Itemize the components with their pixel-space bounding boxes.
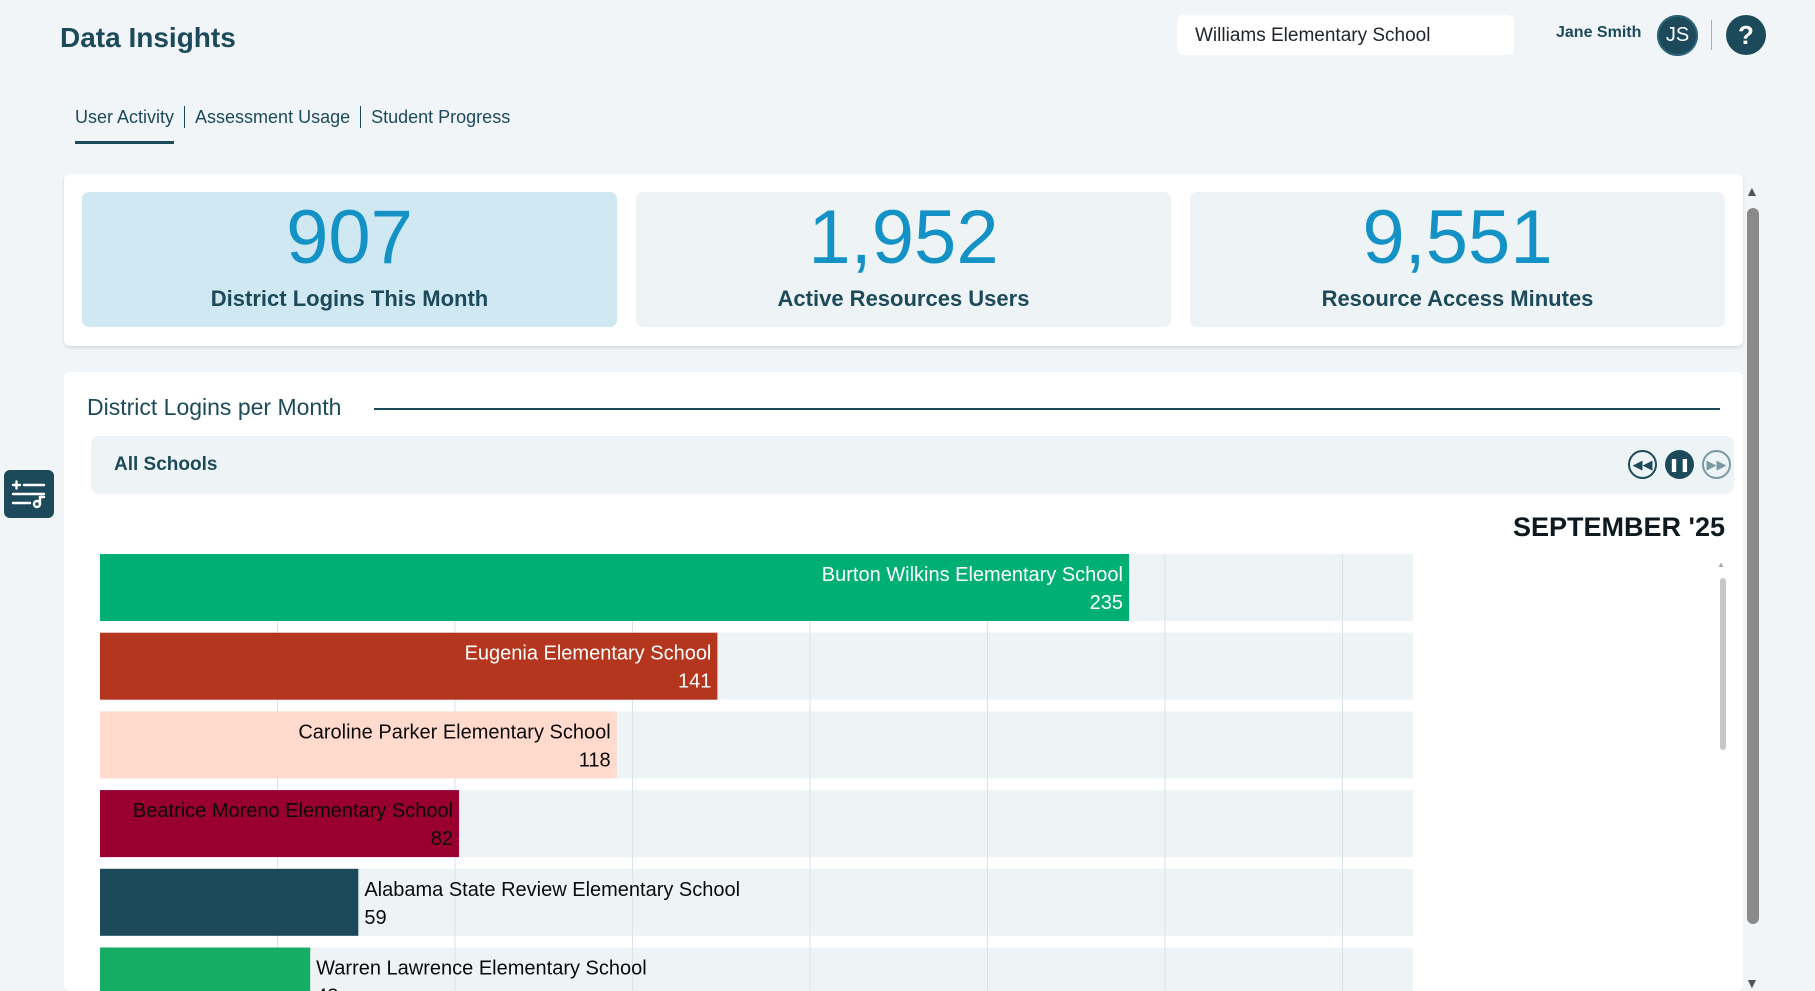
bar[interactable]: [100, 632, 718, 700]
chart-panel: District Logins per Month All Schools ◀◀…: [64, 372, 1743, 991]
tab-separator: [360, 106, 362, 128]
bar[interactable]: [100, 790, 460, 858]
tab-student-progress[interactable]: Student Progress: [371, 106, 511, 127]
chart-scroll-up-icon[interactable]: ▲: [1717, 560, 1725, 569]
bar-category-label: Caroline Parker Elementary School: [298, 721, 610, 743]
school-selector[interactable]: Williams Elementary School: [1177, 15, 1514, 55]
chart-title: District Logins per Month: [87, 394, 342, 420]
rewind-icon[interactable]: ◀◀: [1628, 450, 1657, 479]
bar-value-label: 141: [678, 671, 711, 693]
bar-value-label: 82: [431, 828, 453, 850]
chart-scrollbar[interactable]: [1720, 578, 1726, 750]
bar-value-label: 235: [1090, 592, 1123, 614]
bar-category-label: Beatrice Moreno Elementary School: [133, 800, 453, 822]
bar-category-label: Warren Lawrence Elementary School: [316, 958, 647, 980]
kpi-label: Active Resources Users: [777, 286, 1030, 311]
title-rule: [374, 408, 1720, 410]
page-scroll-up-icon[interactable]: ▲: [1745, 183, 1759, 199]
bar[interactable]: [100, 947, 311, 991]
filter-bar: All Schools ◀◀ ❚❚ ▶▶: [91, 436, 1734, 494]
kpi-card-district-logins[interactable]: 907 District Logins This Month: [82, 192, 617, 327]
bar[interactable]: [100, 868, 359, 936]
kpi-value: 907: [286, 195, 413, 280]
pause-icon[interactable]: ❚❚: [1665, 450, 1694, 479]
tab-separator: [184, 106, 186, 128]
bar-chart-svg: Burton Wilkins Elementary School 235 Eugen…: [100, 554, 1413, 991]
kpi-card-active-users[interactable]: 1,952 Active Resources Users: [636, 192, 1171, 327]
bar-category-label: Alabama State Review Elementary School: [364, 879, 740, 901]
page-title: Data Insights: [60, 22, 236, 53]
tab-bar: User Activity Assessment Usage Student P…: [75, 106, 510, 144]
bar-value-label: 59: [364, 907, 386, 929]
user-name[interactable]: Jane Smith: [1556, 24, 1642, 41]
bar[interactable]: [100, 711, 617, 779]
fast-forward-icon[interactable]: ▶▶: [1702, 450, 1731, 479]
bar-track: [100, 947, 1413, 991]
filter-settings-button[interactable]: [4, 470, 54, 518]
bar-category-label: Burton Wilkins Elementary School: [822, 564, 1123, 586]
avatar[interactable]: JS: [1657, 15, 1698, 56]
bar-value-label: 48: [316, 986, 338, 991]
period-label: SEPTEMBER '25: [1513, 512, 1725, 542]
kpi-card-access-minutes[interactable]: 9,551 Resource Access Minutes: [1190, 192, 1725, 327]
kpi-label: District Logins This Month: [210, 286, 489, 311]
bar-value-label: 118: [579, 749, 611, 771]
bar-category-label: Eugenia Elementary School: [465, 643, 712, 665]
help-button[interactable]: ?: [1726, 15, 1766, 55]
kpi-label: Resource Access Minutes: [1321, 286, 1594, 311]
kpi-panel: 907 District Logins This Month 1,952 Act…: [64, 174, 1743, 346]
page-scroll-down-icon[interactable]: ▼: [1745, 975, 1759, 991]
tab-assessment-usage[interactable]: Assessment Usage: [195, 106, 351, 127]
school-filter-label[interactable]: All Schools: [114, 454, 218, 475]
kpi-value: 9,551: [1362, 195, 1553, 280]
bar[interactable]: [100, 554, 1129, 621]
bar-chart: Burton Wilkins Elementary School 235 Eugen…: [100, 554, 1413, 991]
page-scrollbar[interactable]: [1747, 208, 1759, 924]
header-divider: [1711, 20, 1712, 50]
kpi-value: 1,952: [808, 195, 999, 280]
sliders-icon: [11, 480, 46, 509]
tab-user-activity[interactable]: User Activity: [75, 107, 175, 144]
